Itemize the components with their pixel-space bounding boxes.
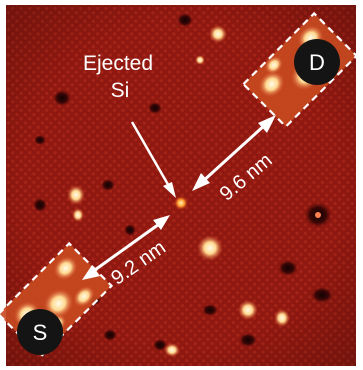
dark-defects xyxy=(33,13,333,351)
drain-label: D xyxy=(309,50,325,75)
drain-dashed-outline xyxy=(241,11,359,129)
source-badge: S xyxy=(17,309,63,355)
drain-badge: D xyxy=(294,39,340,85)
ejected-label-line1: Ejected xyxy=(83,52,153,75)
distance-arrow-upper xyxy=(192,115,276,191)
ejected-label-line2: Si xyxy=(111,79,130,102)
ejected-si-atom xyxy=(174,196,188,210)
pointer-arrow xyxy=(130,121,176,198)
bright-features xyxy=(67,25,290,357)
source-label: S xyxy=(33,320,48,345)
distance-arrow-lower xyxy=(82,215,170,280)
